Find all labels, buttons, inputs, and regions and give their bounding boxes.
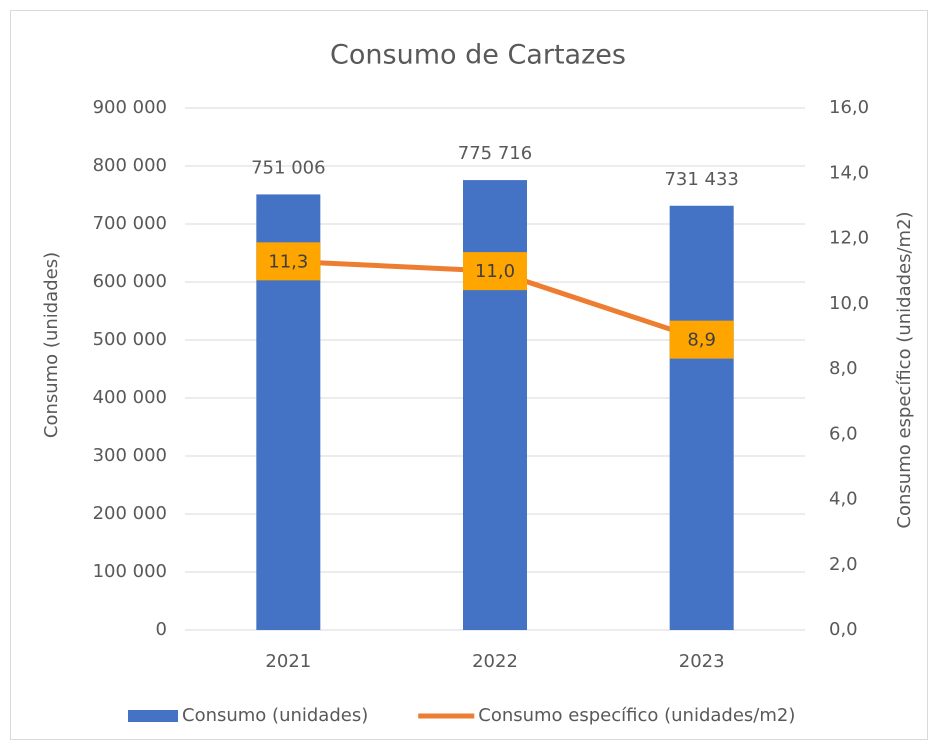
y-axis-label: Consumo (unidades) xyxy=(41,252,62,438)
y-tick-label: 400 000 xyxy=(93,387,167,408)
data-label: 731 433 xyxy=(664,169,738,190)
data-label: 8,9 xyxy=(687,330,716,351)
y-tick-label: 800 000 xyxy=(93,155,167,176)
y2-tick-label: 4,0 xyxy=(829,489,858,510)
y2-tick-label: 6,0 xyxy=(829,423,858,444)
y-tick-label: 700 000 xyxy=(93,213,167,234)
bar xyxy=(463,180,527,630)
x-tick-label: 2021 xyxy=(265,651,311,672)
x-tick-label: 2023 xyxy=(679,651,725,672)
y2-tick-label: 0,0 xyxy=(829,619,858,640)
y-tick-label: 100 000 xyxy=(93,561,167,582)
data-label-box xyxy=(463,252,527,291)
y2-tick-label: 12,0 xyxy=(829,228,869,249)
legend-swatch xyxy=(128,710,178,722)
y-tick-label: 600 000 xyxy=(93,271,167,292)
data-label: 775 716 xyxy=(458,143,532,164)
y2-tick-label: 14,0 xyxy=(829,162,869,183)
y-tick-label: 200 000 xyxy=(93,503,167,524)
y2-tick-label: 10,0 xyxy=(829,293,869,314)
y2-tick-label: 16,0 xyxy=(829,97,869,118)
chart-title: Consumo de Cartazes xyxy=(330,40,626,71)
y-tick-label: 300 000 xyxy=(93,445,167,466)
y2-tick-label: 8,0 xyxy=(829,358,858,379)
data-label: 11,0 xyxy=(475,261,515,282)
data-label-box xyxy=(669,320,734,359)
data-label: 11,3 xyxy=(268,251,308,272)
y-tick-label: 500 000 xyxy=(93,329,167,350)
x-tick-label: 2022 xyxy=(472,651,518,672)
y2-axis-label: Consumo específico (unidades/m2) xyxy=(894,211,915,528)
data-label: 751 006 xyxy=(251,157,325,178)
data-label-box xyxy=(256,242,321,281)
legend-label: Consumo (unidades) xyxy=(182,705,368,726)
y-tick-label: 0 xyxy=(156,619,167,640)
y2-tick-label: 2,0 xyxy=(829,554,858,575)
y-tick-label: 900 000 xyxy=(93,97,167,118)
bar xyxy=(669,205,734,630)
legend-label: Consumo específico (unidades/m2) xyxy=(478,705,795,726)
